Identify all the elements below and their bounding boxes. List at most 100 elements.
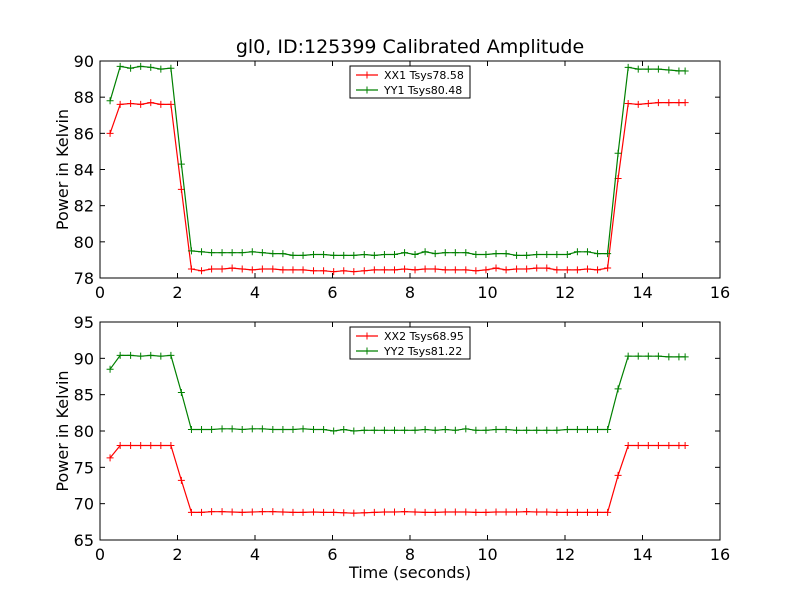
data-point-marker (269, 508, 277, 516)
data-point-marker (198, 248, 206, 256)
x-tick-label: 14 (632, 283, 652, 302)
data-point-marker (279, 250, 287, 258)
data-point-marker (187, 426, 195, 434)
data-point-marker (654, 99, 662, 107)
data-point-marker (340, 509, 348, 517)
x-tick-label: 6 (327, 283, 337, 302)
data-point-marker (340, 251, 348, 259)
data-point-marker (543, 508, 551, 516)
data-point-marker (380, 266, 388, 274)
x-tick-label: 6 (327, 545, 337, 564)
data-point-marker (258, 508, 266, 516)
data-point-marker (198, 508, 206, 516)
data-point-marker (482, 426, 490, 434)
data-point-marker (248, 508, 256, 516)
data-point-marker (681, 353, 689, 361)
data-point-marker (127, 351, 135, 359)
data-point-marker (167, 64, 175, 72)
data-point-marker (472, 250, 480, 258)
data-point-marker (681, 99, 689, 107)
data-point-marker (137, 62, 145, 70)
data-point-marker (441, 249, 449, 257)
data-point-marker (228, 249, 236, 257)
data-point-marker (248, 425, 256, 433)
y-tick-label: 90 (74, 52, 94, 71)
legend-label: XX2 Tsys68.95 (384, 330, 464, 343)
data-point-marker (573, 248, 581, 256)
data-point-marker (177, 185, 185, 193)
data-point-marker (330, 251, 338, 259)
data-point-marker (431, 426, 439, 434)
data-point-marker (320, 426, 328, 434)
data-point-marker (451, 426, 459, 434)
data-point-marker (431, 508, 439, 516)
data-point-marker (380, 250, 388, 258)
data-point-marker (563, 426, 571, 434)
data-point-marker (634, 442, 642, 450)
data-point-marker (462, 508, 470, 516)
data-point-marker (116, 100, 124, 108)
y-tick-label: 88 (74, 88, 94, 107)
data-point-marker (573, 426, 581, 434)
data-point-marker (614, 385, 622, 393)
data-point-marker (543, 250, 551, 258)
data-point-marker (604, 250, 612, 258)
data-point-marker (523, 508, 531, 516)
data-point-marker (167, 442, 175, 450)
x-tick-label: 10 (477, 545, 497, 564)
y-tick-label: 90 (74, 349, 94, 368)
data-point-marker (594, 426, 602, 434)
x-axis-label: Time (seconds) (348, 563, 471, 582)
data-point-marker (299, 266, 307, 274)
legend-marker (363, 86, 371, 94)
data-point-marker (563, 266, 571, 274)
data-point-marker (289, 251, 297, 259)
data-point-marker (594, 508, 602, 516)
series-line-yy1 (109, 65, 686, 257)
data-point-marker (401, 426, 409, 434)
data-point-marker (624, 442, 632, 450)
data-point-marker (472, 426, 480, 434)
data-point-marker (208, 249, 216, 257)
data-point-marker (624, 352, 632, 360)
data-point-marker (421, 248, 429, 256)
data-point-marker (258, 265, 266, 273)
data-point-marker (258, 249, 266, 257)
data-point-marker (523, 265, 531, 273)
legend-marker (363, 71, 371, 79)
y-tick-label: 82 (74, 197, 94, 216)
data-point-marker (431, 265, 439, 273)
data-point-marker (441, 266, 449, 274)
y-tick-label: 80 (74, 233, 94, 252)
chart-title: gl0, ID:125399 Calibrated Amplitude (236, 36, 584, 58)
data-point-marker (594, 266, 602, 274)
data-point-marker (198, 267, 206, 275)
data-point-marker (492, 250, 500, 258)
data-point-marker (238, 265, 246, 273)
data-point-marker (665, 442, 673, 450)
series-line-xx1 (109, 101, 686, 273)
data-point-marker (147, 99, 155, 107)
data-point-marker (391, 266, 398, 274)
data-point-marker (401, 508, 409, 516)
data-point-marker (421, 265, 429, 273)
data-point-marker (370, 266, 378, 274)
data-point-marker (391, 426, 398, 434)
data-point-marker (238, 508, 246, 516)
data-point-marker (411, 426, 419, 434)
data-point-marker (675, 442, 683, 450)
data-point-marker (208, 426, 216, 434)
data-point-marker (462, 249, 470, 257)
data-point-marker (218, 249, 226, 257)
data-point-marker (167, 351, 175, 359)
x-tick-label: 12 (555, 283, 575, 302)
data-point-marker (644, 352, 652, 360)
data-point-marker (350, 509, 358, 517)
data-point-marker (573, 266, 581, 274)
data-point-marker (401, 249, 409, 257)
data-point-marker (279, 508, 287, 516)
data-point-marker (248, 248, 256, 256)
data-point-marker (513, 265, 521, 273)
data-point-marker (472, 508, 480, 516)
